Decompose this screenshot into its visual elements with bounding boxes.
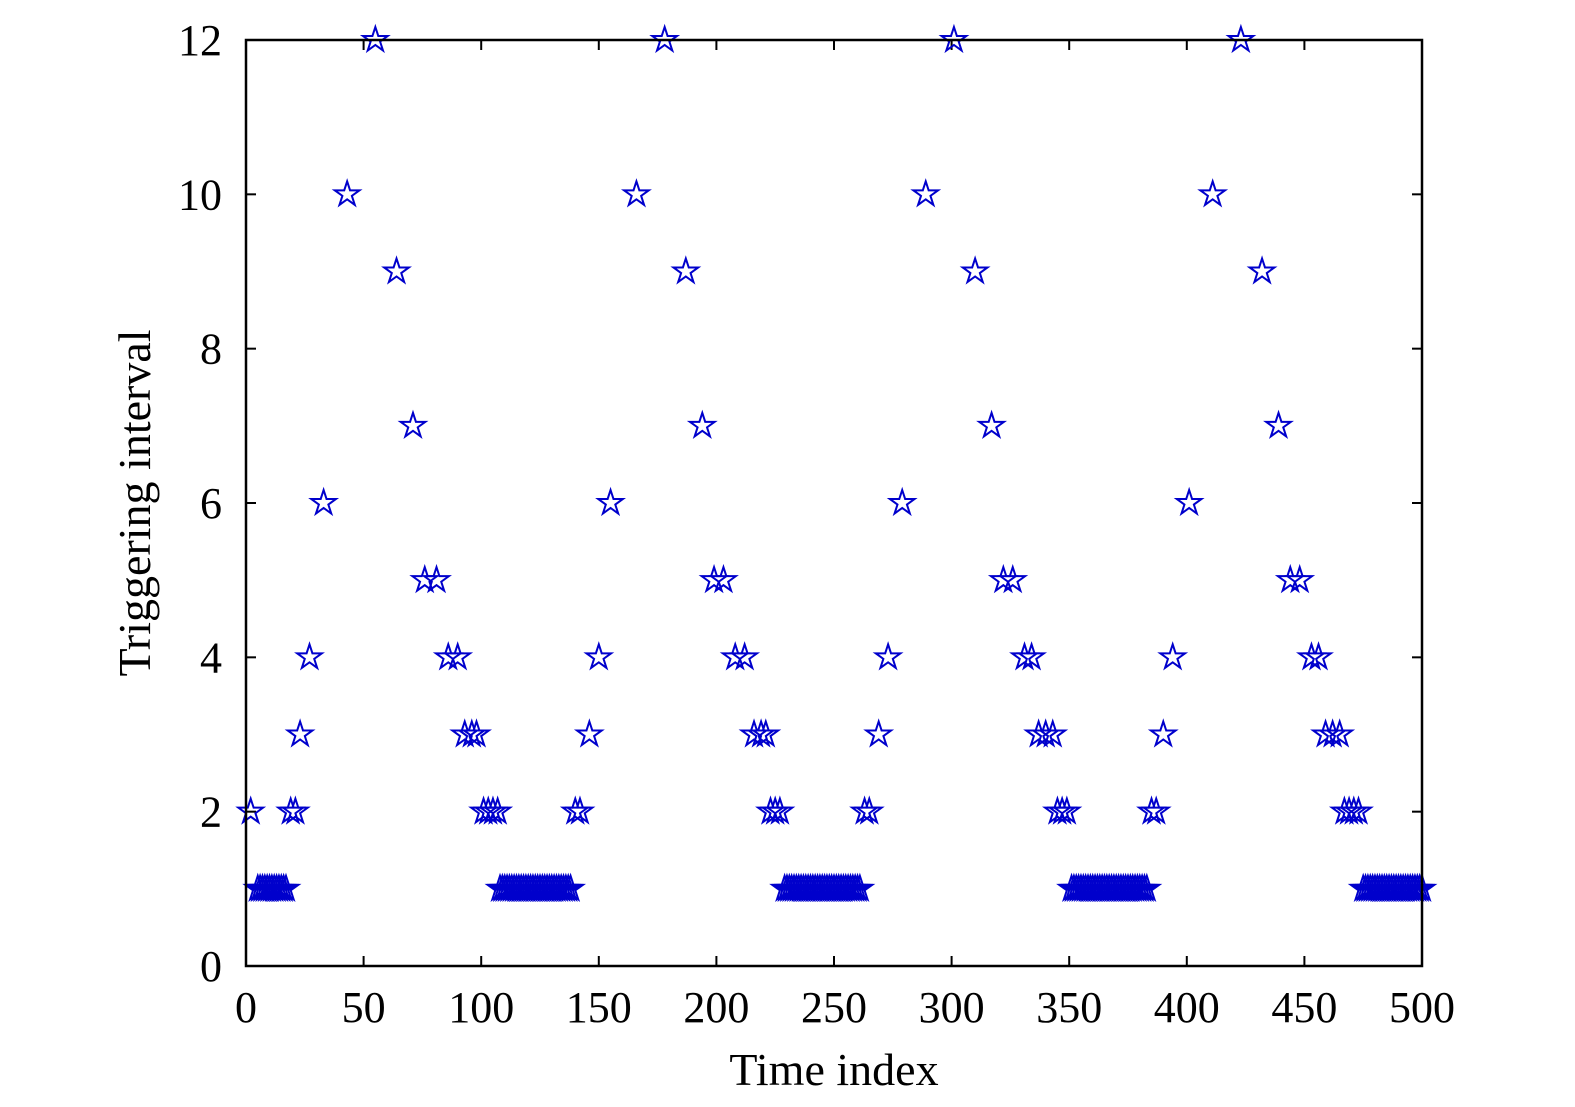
data-point <box>573 718 605 748</box>
data-point <box>397 409 429 439</box>
data-point <box>853 795 885 825</box>
y-tick-label: 10 <box>178 170 222 219</box>
data-point <box>1037 718 1069 748</box>
x-tick-label: 0 <box>235 983 257 1032</box>
data-point <box>698 563 730 594</box>
x-tick-label: 200 <box>683 983 749 1032</box>
data-point <box>729 641 761 671</box>
data-point <box>279 795 311 825</box>
data-point <box>1147 718 1179 748</box>
y-tick-label: 4 <box>200 633 222 682</box>
data-point <box>1140 795 1172 825</box>
axis-ticks <box>245 39 1423 967</box>
data-point <box>959 255 991 285</box>
data-point <box>910 178 942 208</box>
data-point <box>1016 641 1048 671</box>
data-point <box>1303 641 1334 671</box>
data-point <box>987 563 1019 594</box>
y-tick-label: 6 <box>200 479 222 528</box>
data-point <box>461 718 492 748</box>
y-tick-label: 8 <box>200 325 222 374</box>
data-point <box>1246 255 1278 285</box>
data-point <box>764 795 796 825</box>
data-point <box>649 23 681 54</box>
data-point <box>1263 409 1294 439</box>
data-point <box>564 795 596 825</box>
data-point <box>708 563 739 594</box>
tick-labels: 0 50 100 150 200 250 300 350 400 450 500 0 2 4 6 8 10 12 <box>178 16 1455 1032</box>
data-point <box>1284 563 1316 594</box>
x-tick-label: 450 <box>1271 983 1337 1032</box>
data-point <box>719 641 751 671</box>
y-tick-label: 2 <box>200 788 222 837</box>
x-tick-label: 50 <box>342 983 386 1032</box>
x-tick-label: 250 <box>801 983 867 1032</box>
data-point <box>620 178 652 208</box>
data-point <box>421 563 452 594</box>
y-tick-label: 12 <box>178 16 222 65</box>
data-point <box>1274 563 1306 594</box>
data-point <box>1324 718 1356 748</box>
data-points <box>235 23 1438 902</box>
data-point <box>844 872 876 902</box>
data-point <box>886 486 918 517</box>
data-point <box>1343 795 1374 825</box>
data-point <box>482 795 514 825</box>
data-point <box>1173 486 1205 517</box>
x-tick-label: 100 <box>448 983 514 1032</box>
data-point <box>976 409 1008 439</box>
data-point <box>1051 795 1083 825</box>
data-point <box>583 641 615 671</box>
data-point <box>235 795 267 825</box>
data-point <box>284 718 316 748</box>
x-tick-label: 500 <box>1389 983 1455 1032</box>
data-point <box>555 872 587 902</box>
data-point <box>270 872 302 902</box>
y-tick-label: 0 <box>200 942 222 991</box>
data-point <box>997 563 1029 594</box>
x-tick-label: 300 <box>919 983 985 1032</box>
data-point <box>686 409 718 439</box>
data-point <box>872 641 904 671</box>
data-point <box>595 486 626 517</box>
plot-frame <box>244 38 1424 968</box>
data-point <box>938 23 970 54</box>
data-point <box>1131 872 1163 902</box>
data-point <box>1197 178 1229 208</box>
data-point <box>750 718 782 748</box>
x-tick-label: 350 <box>1036 983 1102 1032</box>
data-point <box>359 23 391 54</box>
data-point <box>381 255 412 285</box>
data-point <box>1225 23 1257 54</box>
data-point <box>670 255 702 285</box>
data-point <box>863 718 895 748</box>
y-axis-title: Triggering interval <box>109 329 160 676</box>
data-point <box>442 641 474 671</box>
data-point <box>308 486 340 517</box>
data-point <box>331 178 363 208</box>
x-axis-title: Time index <box>729 1044 938 1095</box>
data-point <box>294 641 325 671</box>
data-point <box>432 641 464 671</box>
x-tick-label: 150 <box>566 983 632 1032</box>
x-tick-label: 400 <box>1154 983 1220 1032</box>
data-point <box>1157 641 1189 671</box>
